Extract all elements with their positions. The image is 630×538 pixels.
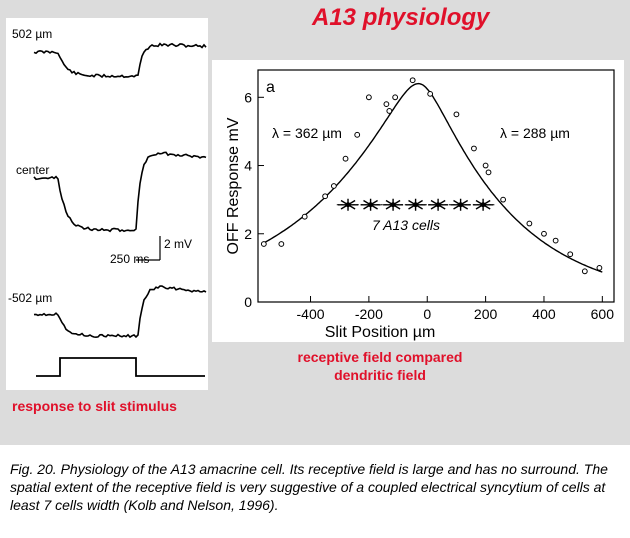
- x-tick-label: 200: [474, 306, 498, 322]
- trace-top: [33, 42, 207, 79]
- data-point: [322, 193, 329, 200]
- data-point: [552, 237, 559, 244]
- traces-panel: [6, 18, 208, 390]
- data-point: [301, 213, 308, 220]
- chart-panel: [212, 60, 624, 342]
- a13-cell: [450, 198, 471, 211]
- axis-ticks: -400 -200 0 200 400 600 0 2 4 6: [244, 89, 614, 322]
- y-tick-label: 2: [244, 226, 252, 242]
- data-point: [500, 196, 507, 203]
- voltage-traces: 502 µm center -502 µm 250 ms 2 mV: [8, 27, 207, 377]
- data-point: [365, 94, 372, 101]
- scale-time-label: 250 ms: [110, 252, 149, 266]
- data-point: [278, 241, 285, 247]
- x-tick-label: 0: [423, 306, 431, 322]
- trace-label-top: 502 µm: [12, 27, 52, 41]
- data-point: [330, 183, 337, 189]
- data-point: [392, 94, 399, 101]
- y-tick-label: 6: [244, 89, 252, 105]
- x-axis-label: Slit Position µm: [325, 324, 436, 341]
- x-tick-label: -400: [297, 306, 325, 322]
- a13-cell: [383, 198, 404, 211]
- data-point: [409, 77, 416, 84]
- y-axis-label: OFF Response mV: [225, 117, 242, 254]
- lambda-right-label: λ = 288 µm: [500, 125, 570, 141]
- data-point: [482, 162, 489, 169]
- panel-label: a: [266, 79, 275, 96]
- data-point: [596, 264, 603, 271]
- lambda-left-label: λ = 362 µm: [272, 125, 342, 141]
- data-point: [260, 241, 267, 247]
- trace-bottom: [33, 285, 207, 339]
- data-point: [354, 131, 361, 138]
- data-point: [485, 169, 492, 176]
- trace-center: [33, 151, 207, 233]
- figure-title: A13 physiology: [312, 4, 490, 31]
- a13-cell: [473, 198, 494, 211]
- data-point: [342, 155, 349, 162]
- a13-cell: [360, 198, 381, 211]
- data-point: [383, 101, 390, 108]
- y-tick-label: 4: [244, 158, 252, 174]
- chart-caption-line1: receptive field compared: [297, 349, 463, 365]
- data-point: [471, 145, 477, 152]
- data-points: [260, 77, 603, 275]
- data-point: [427, 90, 434, 97]
- scale-voltage-label: 2 mV: [164, 237, 192, 251]
- dendritic-field-label: 7 A13 cells: [372, 217, 440, 233]
- receptive-field-chart: -400 -200 0 200 400 600 0 2 4 6 a Slit Position µ…: [225, 69, 615, 341]
- x-tick-label: -200: [355, 306, 383, 322]
- data-point: [581, 268, 588, 275]
- trace-label-center: center: [16, 163, 49, 177]
- chart-caption-line2: dendritic field: [334, 367, 426, 383]
- data-point: [453, 111, 460, 118]
- a13-cell: [428, 198, 449, 211]
- data-point: [386, 108, 393, 114]
- data-point: [541, 230, 547, 237]
- plot-frame: [257, 69, 615, 303]
- chart-caption: receptive field compared dendritic field: [240, 348, 520, 384]
- data-point: [567, 251, 574, 258]
- traces-caption: response to slit stimulus: [12, 398, 177, 414]
- a13-cell: [405, 198, 426, 211]
- dendritic-field-cells: [336, 198, 495, 211]
- x-tick-label: 600: [591, 306, 615, 322]
- a13-cell: [337, 198, 359, 211]
- x-tick-label: 400: [532, 306, 556, 322]
- fit-curve: [263, 82, 603, 273]
- data-point: [526, 220, 533, 227]
- y-tick-label: 0: [244, 294, 252, 310]
- figure-caption: Fig. 20. Physiology of the A13 amacrine …: [10, 461, 608, 513]
- trace-label-bottom: -502 µm: [8, 291, 52, 305]
- stimulus-step: [36, 357, 205, 377]
